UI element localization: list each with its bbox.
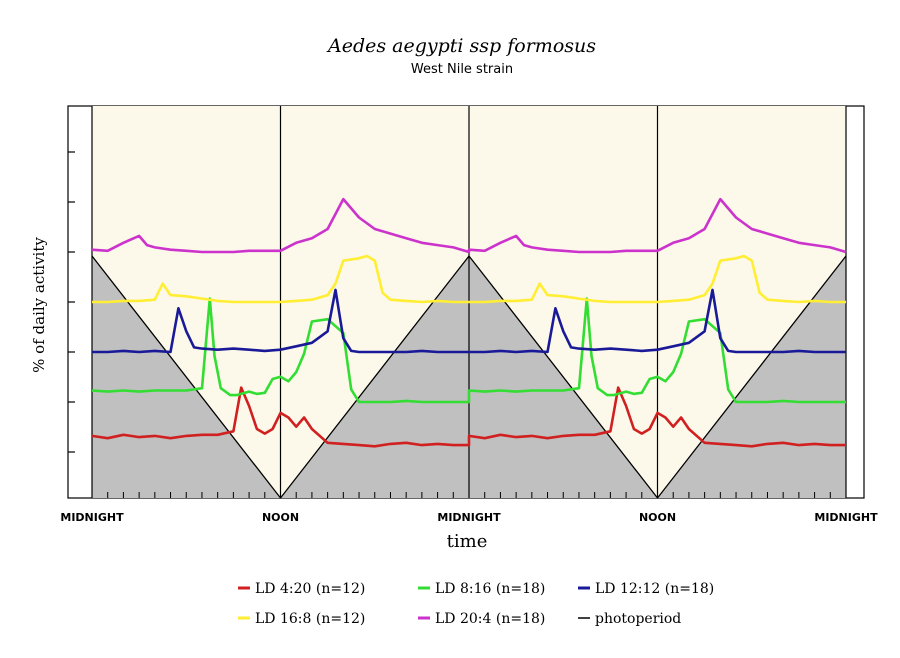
- legend-label: LD 16:8 (n=12): [255, 611, 365, 627]
- series-line-ld-20-4-n-18-: [91, 197, 847, 254]
- x-tick-label: MIDNIGHT: [814, 511, 878, 524]
- photoperiod-line: [91, 254, 847, 500]
- x-tick-label: MIDNIGHT: [437, 511, 501, 524]
- series-line-ld-16-8-n-12-: [92, 254, 846, 304]
- chart-subtitle: West Nile strain: [411, 62, 513, 77]
- plot-area: [67, 105, 865, 500]
- y-axis-label: % of daily activity: [30, 237, 48, 373]
- series-line-ld-12-12-n-18-: [92, 288, 846, 354]
- legend-label: LD 8:16 (n=18): [435, 581, 545, 597]
- legend: LD 4:20 (n=12) LD 8:16 (n=18) LD 12:12 (n=…: [238, 581, 714, 627]
- legend-label: photoperiod: [595, 611, 681, 627]
- legend-item: LD 20:4 (n=18): [418, 611, 545, 627]
- x-tick-label: NOON: [262, 511, 299, 524]
- x-tick-labels: MIDNIGHT NOON MIDNIGHT NOON MIDNIGHT: [60, 511, 878, 524]
- chart-title: Aedes aegypti ssp formosus: [326, 35, 596, 57]
- legend-label: LD 12:12 (n=18): [595, 581, 714, 597]
- x-tick-label: MIDNIGHT: [60, 511, 124, 524]
- legend-item: photoperiod: [578, 611, 681, 627]
- legend-item: LD 8:16 (n=18): [418, 581, 545, 597]
- x-axis-label: time: [447, 531, 488, 552]
- series-line-ld-8-16-n-18-: [91, 297, 846, 404]
- legend-item: LD 12:12 (n=18): [578, 581, 714, 597]
- legend-item: LD 4:20 (n=12): [238, 581, 365, 597]
- legend-label: LD 20:4 (n=18): [435, 611, 545, 627]
- legend-item: LD 16:8 (n=12): [238, 611, 365, 627]
- legend-label: LD 4:20 (n=12): [255, 581, 365, 597]
- x-tick-label: NOON: [639, 511, 676, 524]
